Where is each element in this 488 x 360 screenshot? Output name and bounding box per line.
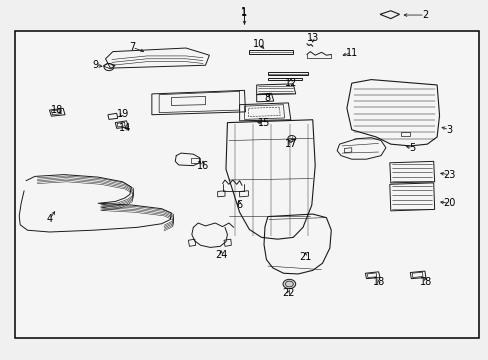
Text: 7: 7 bbox=[129, 42, 135, 52]
Text: 10: 10 bbox=[252, 39, 264, 49]
Text: 12: 12 bbox=[284, 78, 296, 88]
Text: 19: 19 bbox=[116, 109, 128, 119]
Text: 23: 23 bbox=[442, 170, 454, 180]
Text: 3: 3 bbox=[446, 125, 451, 135]
Text: 5: 5 bbox=[409, 143, 415, 153]
Text: 21: 21 bbox=[299, 252, 311, 262]
Text: 1: 1 bbox=[241, 8, 247, 18]
Circle shape bbox=[283, 279, 295, 289]
Text: 18: 18 bbox=[419, 277, 431, 287]
Text: 20: 20 bbox=[442, 198, 454, 208]
Text: 14: 14 bbox=[119, 123, 131, 133]
Text: 8: 8 bbox=[264, 93, 270, 103]
Bar bbox=[15, 31, 478, 338]
Text: 11: 11 bbox=[345, 48, 357, 58]
Text: 16: 16 bbox=[197, 161, 209, 171]
Text: 4: 4 bbox=[46, 215, 52, 224]
Text: 22: 22 bbox=[282, 288, 294, 298]
Text: 18: 18 bbox=[51, 105, 63, 115]
Text: 9: 9 bbox=[93, 60, 99, 70]
Text: 2: 2 bbox=[421, 10, 427, 20]
Text: 6: 6 bbox=[236, 200, 242, 210]
Text: 13: 13 bbox=[306, 33, 318, 43]
Text: 18: 18 bbox=[372, 277, 384, 287]
Text: 1: 1 bbox=[241, 7, 247, 17]
Text: 24: 24 bbox=[214, 250, 227, 260]
Text: 15: 15 bbox=[257, 118, 270, 128]
Text: 17: 17 bbox=[284, 139, 296, 149]
